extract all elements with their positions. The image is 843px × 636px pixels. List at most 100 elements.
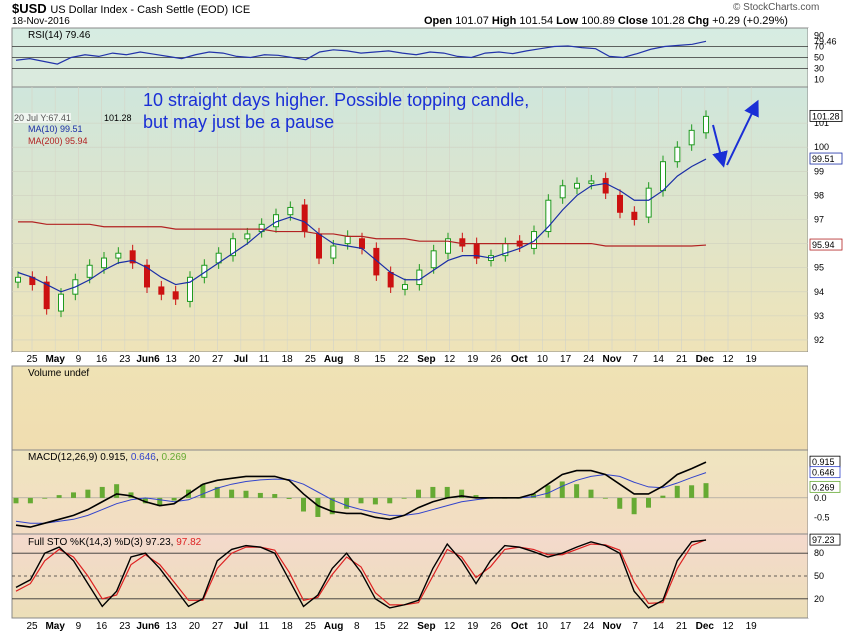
date-tick-label: 17 — [560, 621, 572, 632]
macd-histogram-bar — [42, 497, 48, 499]
date-tick-label: 21 — [676, 354, 688, 365]
macd-histogram-bar — [459, 489, 465, 498]
macd-histogram-bar — [588, 489, 594, 498]
arrow-up-icon — [726, 99, 759, 166]
macd-histogram-bar — [13, 497, 19, 504]
date-tick-label: Dec — [696, 621, 715, 632]
low-label: Low — [556, 15, 579, 27]
macd-histogram-bar — [473, 495, 479, 498]
candle-body — [301, 204, 308, 233]
macd-histogram-bar — [416, 489, 421, 498]
chg-label: Chg — [687, 15, 710, 27]
macd-histogram-bar — [56, 495, 62, 498]
date-tick-label: May — [45, 621, 65, 632]
macd-histogram-bar — [387, 497, 393, 504]
macd-tag-value: 0.646 — [812, 468, 835, 478]
macd-histogram-bar — [171, 497, 177, 501]
candle-body — [86, 264, 93, 278]
rsi-tick-label: 30 — [814, 64, 824, 74]
price-tick-label: 97 — [814, 215, 824, 225]
candle-body — [588, 180, 595, 184]
candle-body — [115, 252, 122, 259]
date-tick-label: 11 — [259, 621, 270, 632]
macd-tag-value: 0.269 — [812, 482, 835, 492]
sto-label-k: 97.23 — [145, 537, 171, 548]
candle-body — [187, 276, 193, 302]
date-tick-label: Sep — [417, 621, 435, 632]
macd-histogram-bar — [85, 489, 91, 498]
macd-histogram-bar — [229, 489, 235, 498]
date-tick-label: 18 — [282, 354, 294, 365]
macd-histogram-bar — [401, 497, 407, 499]
macd-histogram-bar — [329, 497, 335, 515]
sto-tag-box — [809, 533, 841, 546]
macd-histogram-bar — [214, 486, 220, 498]
candle-body — [688, 129, 695, 146]
date-axis-0 — [12, 352, 808, 365]
candle-body — [674, 146, 681, 163]
date-tick-label: 10 — [537, 354, 549, 365]
sto-tag-value: 97.23 — [812, 535, 835, 545]
candle-body — [545, 199, 552, 233]
macd-histogram-bar — [430, 486, 436, 498]
candle-body — [645, 187, 652, 218]
close-label: Close — [617, 15, 648, 27]
candle-body — [359, 238, 365, 249]
macd-label-value: 0.915 — [100, 452, 126, 463]
low-value: 100.89 — [581, 15, 615, 27]
date-tick-label: 27 — [212, 621, 224, 632]
date-tick-label: 20 — [189, 621, 201, 632]
ticker-symbol: $USD — [12, 1, 47, 16]
candle-body — [15, 276, 21, 283]
candle-body — [387, 272, 394, 288]
date-tick-label: 23 — [119, 354, 131, 365]
macd-histogram-bar — [344, 497, 350, 509]
date-tick-label: 7 — [632, 621, 638, 632]
date-tick-label: 9 — [76, 621, 82, 632]
candle-body — [531, 231, 537, 249]
date-tick-label: 25 — [26, 621, 38, 632]
volume-label: Volume undef — [28, 368, 90, 379]
date-tick-label: Jul — [234, 621, 249, 632]
chart-header: $USD US Dollar Index - Cash Settle (EOD)… — [12, 1, 250, 16]
date-tick-label: Oct — [511, 621, 528, 632]
date-tick-label: 25 — [305, 354, 317, 365]
date-tick-label: Aug — [324, 354, 343, 365]
macd-tick-label: 0.0 — [814, 493, 827, 503]
date-tick-label: 9 — [76, 354, 82, 365]
candle-body — [402, 284, 408, 290]
macd-histogram-bar — [444, 486, 450, 498]
date-tick-label: Nov — [603, 621, 622, 632]
candle-body — [287, 206, 294, 216]
date-tick-label: 20 — [189, 354, 201, 365]
macd-histogram-bar — [27, 497, 33, 504]
date-tick-label: 14 — [653, 354, 665, 365]
close-value: 101.28 — [650, 15, 685, 27]
candle-body — [172, 291, 179, 300]
macd-histogram-bar — [531, 494, 536, 498]
macd-tag-box — [809, 466, 841, 479]
candle-body — [459, 238, 466, 247]
sto-label-name: Full STO %K(14,3) %D(3) — [28, 537, 143, 548]
macd-histogram-bar — [602, 497, 608, 499]
macd-histogram-bar — [631, 497, 637, 515]
candle-body — [144, 264, 150, 288]
macd-histogram-bar — [660, 495, 666, 498]
price-tick-label: 95 — [814, 263, 824, 273]
sto-label: Full STO %K(14,3) %D(3) 97.23, 97.82 — [28, 537, 202, 548]
date-tick-label: 19 — [467, 621, 479, 632]
date-tick-label: 25 — [305, 621, 317, 632]
macd-histogram-bar — [315, 497, 321, 517]
macd-histogram-bar — [200, 484, 206, 498]
date-tick-label: 16 — [96, 354, 108, 365]
price-tick-label: 101 — [814, 118, 829, 128]
date-tick-label: 13 — [166, 621, 178, 632]
price-tick-label: 100 — [814, 142, 829, 152]
macd-histogram-bar — [243, 490, 249, 498]
candle-body — [58, 293, 64, 312]
macd-histogram-bar — [272, 494, 278, 498]
candle-body — [244, 233, 251, 240]
date-tick-label: 19 — [467, 354, 479, 365]
date-tick-label: Oct — [511, 354, 528, 365]
